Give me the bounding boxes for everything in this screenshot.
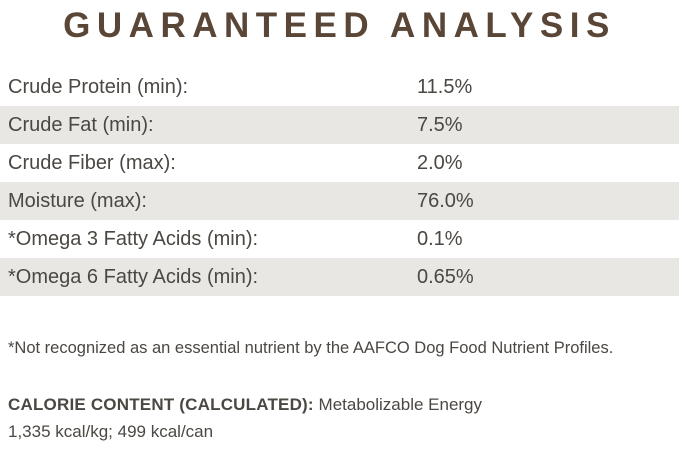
table-row: Crude Protein (min): 11.5% xyxy=(0,68,679,106)
nutrient-value: 7.5% xyxy=(417,113,463,136)
analysis-table: Crude Protein (min): 11.5% Crude Fat (mi… xyxy=(0,68,679,296)
nutrient-label: Crude Protein (min): xyxy=(8,75,189,98)
nutrient-value: 0.65% xyxy=(417,265,474,288)
nutrient-label: *Omega 3 Fatty Acids (min): xyxy=(8,227,259,250)
calorie-values: 1,335 kcal/kg; 499 kcal/can xyxy=(8,422,214,441)
nutrient-label: Moisture (max): xyxy=(8,189,147,212)
nutrient-value: 76.0% xyxy=(417,189,474,212)
table-row: Moisture (max): 76.0% xyxy=(0,182,679,220)
calorie-content-line: CALORIE CONTENT (CALCULATED): Metaboliza… xyxy=(8,395,679,415)
nutrient-value: 0.1% xyxy=(417,227,463,250)
nutrient-label: Crude Fat (min): xyxy=(8,113,154,136)
table-row: Crude Fiber (max): 2.0% xyxy=(0,144,679,182)
nutrient-label: *Omega 6 Fatty Acids (min): xyxy=(8,265,259,288)
aafco-footnote: *Not recognized as an essential nutrient… xyxy=(8,339,614,357)
calorie-content-heading: CALORIE CONTENT (CALCULATED): xyxy=(8,395,314,414)
page-title: GUARANTEED ANALYSIS xyxy=(63,6,616,45)
calorie-content-section: CALORIE CONTENT (CALCULATED): Metaboliza… xyxy=(0,395,679,442)
calorie-content-subtitle: Metabolizable Energy xyxy=(318,395,483,414)
table-row: *Omega 6 Fatty Acids (min): 0.65% xyxy=(0,258,679,296)
nutrient-label: Crude Fiber (max): xyxy=(8,151,176,174)
table-row: Crude Fat (min): 7.5% xyxy=(0,106,679,144)
nutrient-value: 2.0% xyxy=(417,151,463,174)
table-row: *Omega 3 Fatty Acids (min): 0.1% xyxy=(0,220,679,258)
nutrient-value: 11.5% xyxy=(417,75,473,98)
